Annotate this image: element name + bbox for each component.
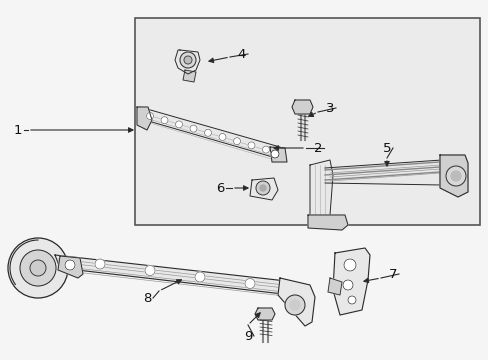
Circle shape xyxy=(247,142,254,149)
Polygon shape xyxy=(140,107,283,160)
Circle shape xyxy=(95,259,105,269)
Circle shape xyxy=(244,279,254,288)
Circle shape xyxy=(146,112,153,120)
Polygon shape xyxy=(249,178,278,200)
Circle shape xyxy=(145,266,155,275)
Polygon shape xyxy=(307,215,347,230)
Circle shape xyxy=(270,150,279,158)
Circle shape xyxy=(204,129,211,136)
Text: 9: 9 xyxy=(244,329,252,342)
Bar xyxy=(135,18,479,225)
Text: 3: 3 xyxy=(325,102,334,114)
Circle shape xyxy=(285,295,305,315)
Polygon shape xyxy=(332,248,369,315)
Polygon shape xyxy=(325,160,444,185)
Polygon shape xyxy=(175,50,200,74)
Polygon shape xyxy=(55,255,299,296)
Circle shape xyxy=(256,181,269,195)
Circle shape xyxy=(233,138,240,145)
Circle shape xyxy=(8,238,68,298)
Circle shape xyxy=(289,300,299,310)
Text: 6: 6 xyxy=(215,181,224,194)
Polygon shape xyxy=(58,256,83,278)
Text: 5: 5 xyxy=(382,141,390,154)
Polygon shape xyxy=(439,155,467,197)
Polygon shape xyxy=(327,278,341,295)
Circle shape xyxy=(195,272,204,282)
Text: 1: 1 xyxy=(14,123,22,136)
Circle shape xyxy=(20,250,56,286)
Polygon shape xyxy=(269,147,286,162)
Text: 2: 2 xyxy=(313,141,322,154)
Circle shape xyxy=(183,56,192,64)
Polygon shape xyxy=(291,100,312,114)
Circle shape xyxy=(445,166,465,186)
Circle shape xyxy=(180,52,196,68)
Polygon shape xyxy=(137,107,152,130)
Circle shape xyxy=(190,125,197,132)
Circle shape xyxy=(65,260,75,270)
Circle shape xyxy=(260,185,265,191)
Circle shape xyxy=(343,259,355,271)
Circle shape xyxy=(175,121,182,128)
Circle shape xyxy=(30,260,46,276)
Polygon shape xyxy=(278,278,314,326)
Polygon shape xyxy=(254,308,274,320)
Circle shape xyxy=(161,117,168,124)
Polygon shape xyxy=(183,70,196,82)
Text: 8: 8 xyxy=(142,292,151,305)
Circle shape xyxy=(219,134,225,140)
Circle shape xyxy=(347,296,355,304)
Circle shape xyxy=(262,146,269,153)
Circle shape xyxy=(450,171,460,181)
Circle shape xyxy=(342,280,352,290)
Text: 7: 7 xyxy=(388,267,396,280)
Text: 4: 4 xyxy=(237,48,245,60)
Polygon shape xyxy=(309,160,332,220)
